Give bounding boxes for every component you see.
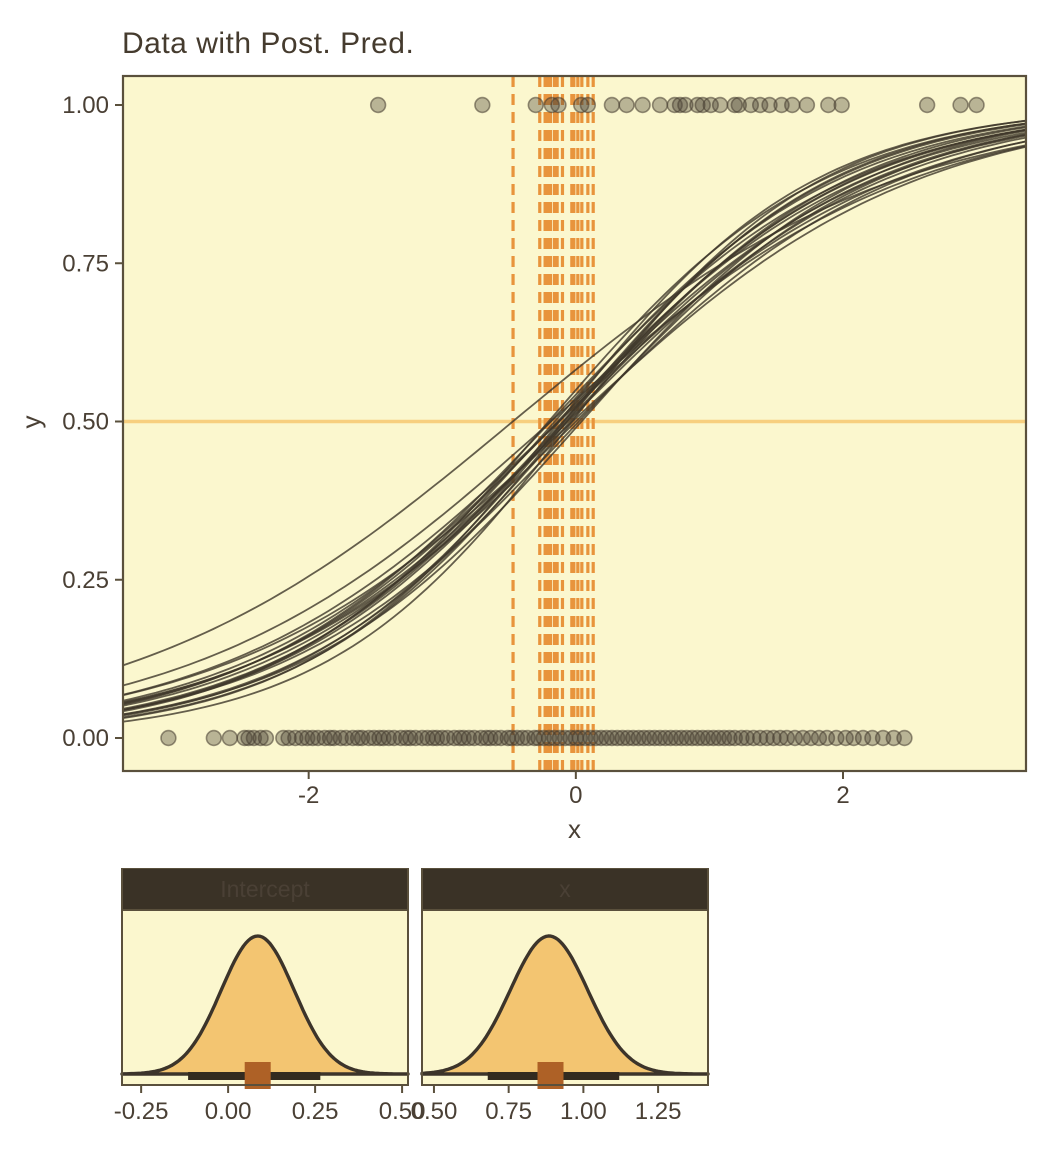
y-axis-tick-label: 0.75	[62, 250, 109, 277]
observation-point-y1	[671, 96, 689, 114]
observation-point-y1	[603, 96, 621, 114]
observation-point-y1	[784, 96, 801, 114]
observation-point-y0	[221, 729, 239, 747]
observation-point-y1	[369, 96, 387, 114]
observation-point-y0	[304, 729, 321, 747]
posterior-density-area	[120, 934, 410, 1076]
parameter-density-panels: Intercept -0.25 0.00 0.25 0.50 x 0.50 0.75 1.00 1…	[114, 868, 710, 1125]
observation-point-y0	[721, 729, 738, 747]
observation-point-y1	[952, 96, 969, 114]
y-axis-tick-label: 0.00	[62, 725, 109, 752]
observation-point-y1	[833, 96, 850, 114]
observation-point-y1	[820, 96, 837, 114]
observation-point-y0	[733, 729, 750, 747]
x-axis-tick-label: -2	[298, 782, 319, 809]
facet-panel-border	[121, 909, 409, 1086]
observation-point-y1	[677, 96, 694, 114]
posterior-sigmoid-curve	[122, 128, 1027, 711]
observation-point-y1	[579, 96, 597, 114]
observation-point-y0	[252, 729, 269, 747]
x-axis-tick-label: 2	[836, 782, 849, 809]
facet-x-tick-label: 0.50	[411, 1098, 458, 1125]
observation-point-y1	[527, 96, 544, 114]
plot-panel-border	[121, 74, 1028, 773]
y-axis-tick-label: 1.00	[62, 92, 109, 119]
y-axis-tick-label: 0.50	[62, 409, 109, 436]
observation-point-y0	[332, 729, 349, 747]
x-axis-title: x	[568, 814, 581, 844]
observation-point-y1	[798, 96, 816, 114]
observation-point-y0	[257, 729, 275, 747]
posterior-sigmoid-curve	[122, 119, 1027, 723]
posterior-sigmoid-curve	[122, 126, 1027, 716]
posterior-sigmoid-curve	[122, 133, 1027, 711]
observation-point-y1	[761, 96, 778, 114]
observation-point-y0	[275, 729, 292, 747]
observation-point-y1	[689, 96, 706, 114]
observation-point-y1	[618, 96, 635, 114]
observation-point-y0	[487, 729, 504, 747]
facet-strip-label: x	[559, 876, 571, 902]
facet-strip-label: Intercept	[220, 876, 310, 902]
facet-x-tick-label: 1.00	[560, 1098, 607, 1125]
observation-point-y0	[160, 729, 177, 747]
posterior-sigmoid-curve	[122, 119, 1027, 719]
observation-point-y1	[726, 96, 743, 114]
posterior-sigmoid-curve	[122, 144, 1027, 667]
posterior-predictive-plot: -2 0 2 0.00 0.25 0.50 0.75 1.00 x y	[16, 74, 1028, 844]
observation-point-y0	[460, 729, 478, 747]
posterior-sigmoid-curve	[122, 125, 1027, 711]
posterior-sigmoid-curve	[122, 128, 1027, 706]
observation-point-y0	[434, 729, 451, 747]
observation-point-y1	[550, 96, 567, 114]
posterior-density-area	[420, 934, 710, 1076]
observation-point-y0	[205, 729, 223, 747]
x-axis-tick-label: 0	[569, 782, 582, 809]
posterior-sigmoid-curve	[122, 145, 1027, 687]
observation-point-y1	[968, 96, 985, 114]
facet-x-tick-label: -0.25	[114, 1098, 169, 1125]
facet-x-tick-label: 0.50	[379, 1098, 426, 1125]
facet-panel-border	[421, 909, 709, 1086]
observation-point-y1	[651, 96, 669, 114]
y-axis-title: y	[16, 416, 46, 429]
facet-x-tick-label: 0.25	[292, 1098, 339, 1125]
facet-x-tick-label: 0.75	[485, 1098, 532, 1125]
observation-point-y0	[240, 729, 257, 747]
facet-x-tick-label: 0.00	[205, 1098, 252, 1125]
observation-point-y0	[896, 729, 913, 747]
observation-point-y1	[474, 96, 491, 114]
observation-point-y1	[711, 96, 729, 114]
posterior-sigmoid-curve	[122, 129, 1027, 716]
posterior-sigmoid-curve	[122, 133, 1027, 707]
observation-point-y1	[918, 96, 936, 114]
facet-x-tick-label: 1.25	[635, 1098, 682, 1125]
y-axis-tick-label: 0.25	[62, 567, 109, 594]
observation-point-y1	[730, 96, 748, 114]
observation-point-y1	[634, 96, 651, 114]
observation-point-y0	[401, 729, 419, 747]
chart-title: Data with Post. Pred.	[122, 27, 415, 60]
observation-point-y0	[380, 729, 398, 747]
observation-point-y0	[514, 729, 531, 747]
posterior-sigmoid-curve	[122, 134, 1027, 702]
